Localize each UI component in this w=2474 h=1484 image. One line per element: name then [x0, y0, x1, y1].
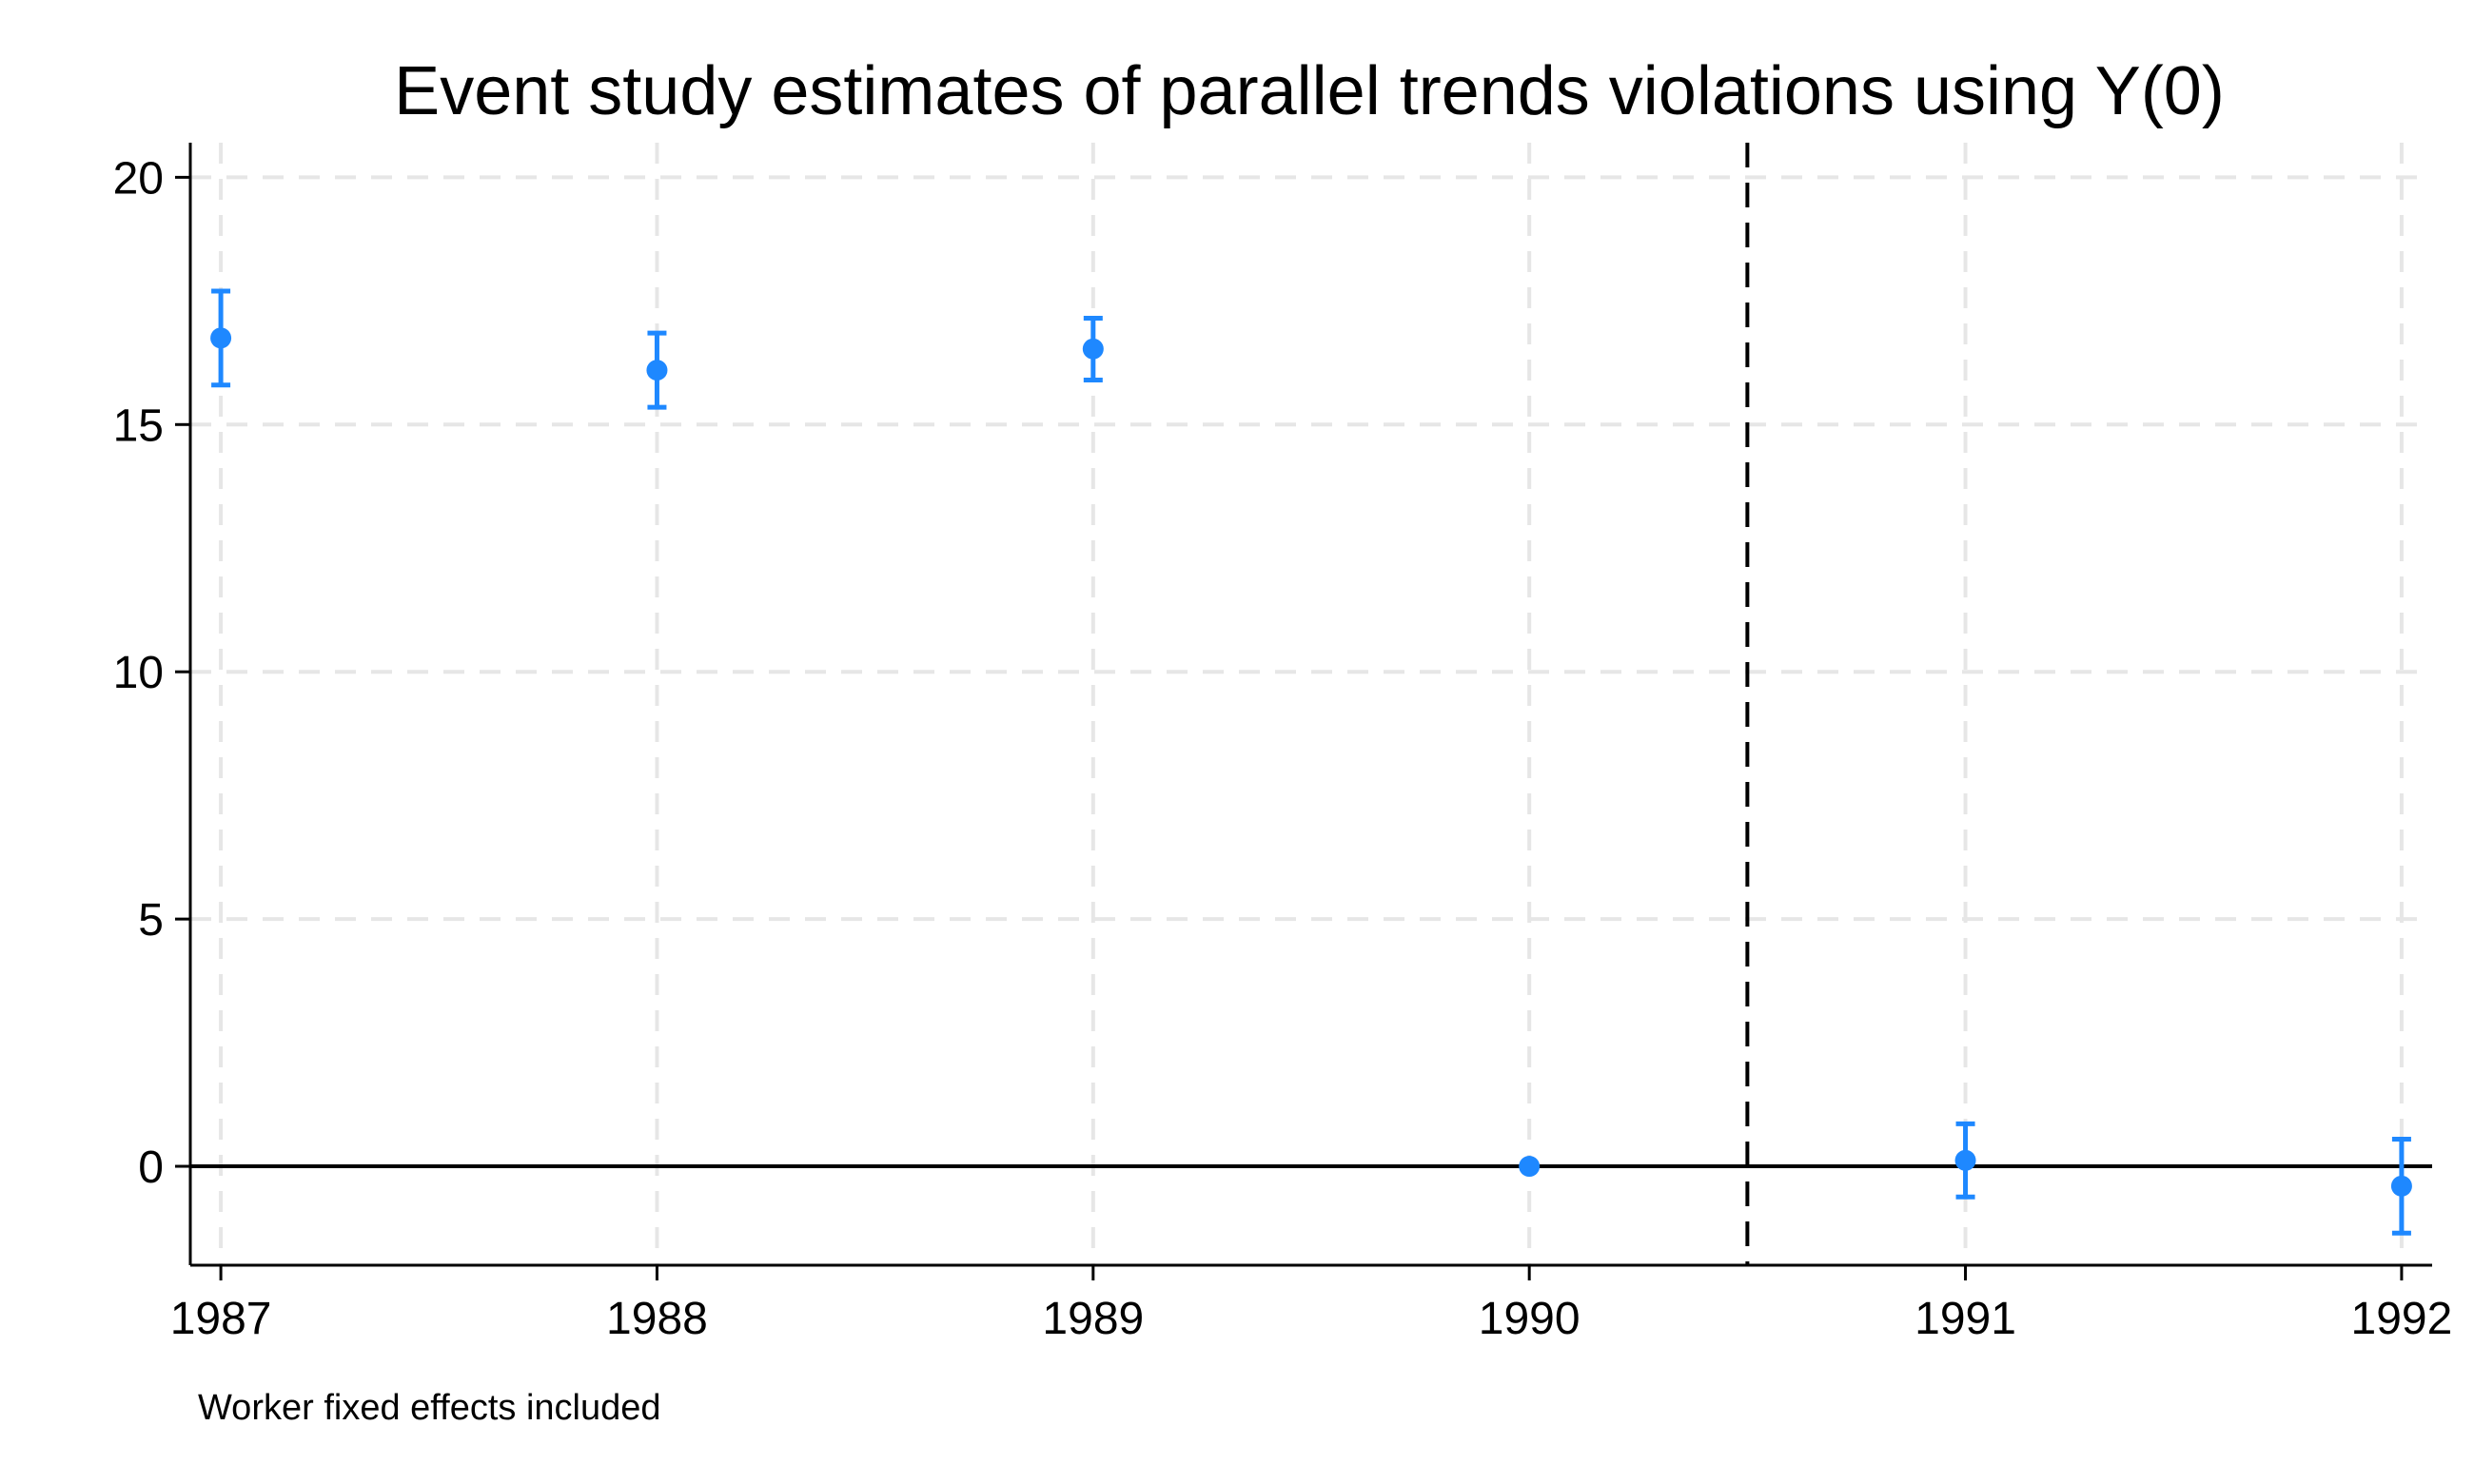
chart-title: Event study estimates of parallel trends… [394, 53, 2225, 129]
x-tick-label-1987: 1987 [170, 1294, 272, 1344]
point-1992 [2390, 1175, 2412, 1197]
point-1988 [646, 360, 668, 381]
y-tick-label-15: 15 [113, 400, 164, 451]
axes: 0 5 10 15 20 1987 1988 1989 1990 1991 1992 [113, 143, 2453, 1344]
point-1991 [1954, 1149, 1976, 1171]
y-tick-label-0: 0 [138, 1142, 164, 1193]
x-tick-label-1988: 1988 [606, 1294, 708, 1344]
x-tick-label-1991: 1991 [1914, 1294, 2016, 1344]
x-tick-label-1990: 1990 [1479, 1294, 1581, 1344]
point-1990 [1519, 1156, 1541, 1178]
x-tick-label-1992: 1992 [2351, 1294, 2453, 1344]
grid-lines [190, 143, 2432, 1265]
y-tick-label-5: 5 [138, 895, 164, 946]
y-tick-label-20: 20 [113, 153, 164, 204]
reference-lines [190, 143, 2432, 1265]
chart-note: Worker fixed effects included [198, 1388, 661, 1428]
data-points [210, 288, 2412, 1236]
point-1987 [210, 327, 232, 349]
y-tick-label-10: 10 [113, 648, 164, 698]
x-tick-label-1989: 1989 [1042, 1294, 1144, 1344]
point-1989 [1082, 338, 1104, 360]
